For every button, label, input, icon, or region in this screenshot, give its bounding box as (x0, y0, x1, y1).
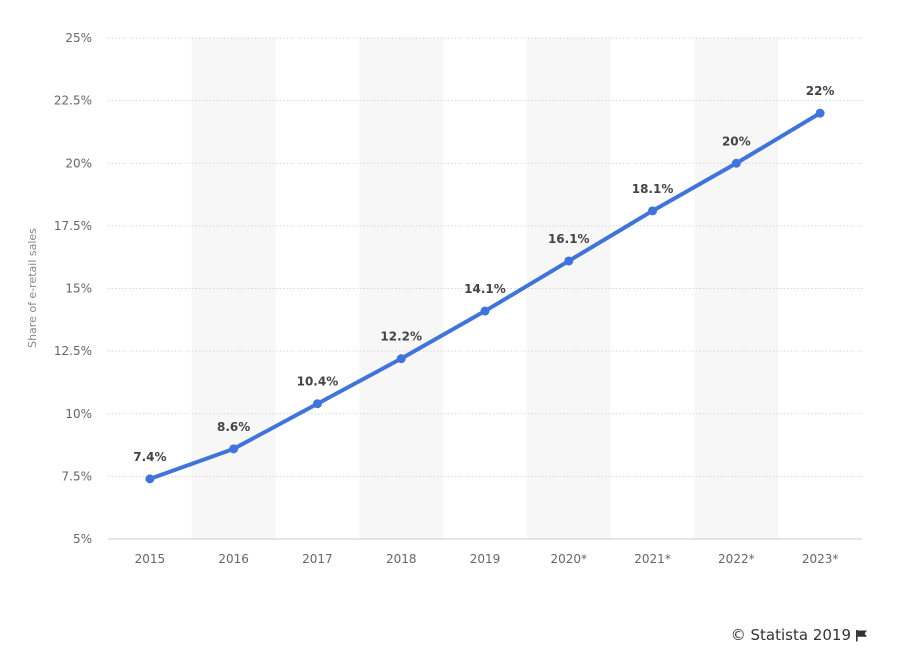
data-label: 10.4% (297, 375, 339, 389)
x-tick-label: 2017 (302, 552, 333, 566)
data-labels: 7.4% 8.6% 10.4% 12.2% 14.1% 16.1% 18.1% 20% 22% (133, 84, 834, 464)
data-point[interactable] (312, 399, 322, 409)
column-band (694, 38, 779, 539)
data-label: 18.1% (632, 182, 674, 196)
y-tick-label: 17.5% (54, 219, 92, 233)
x-tick-label: 2016 (218, 552, 249, 566)
data-label: 14.1% (464, 282, 506, 296)
y-tick-label: 12.5% (54, 344, 92, 358)
data-point[interactable] (648, 206, 658, 216)
x-axis-ticks: 2015 2016 2017 2018 2019 2020* 2021* 2022* 2023* (135, 552, 839, 566)
data-label: 7.4% (133, 450, 166, 464)
column-band (526, 38, 611, 539)
flag-icon (856, 629, 867, 641)
x-tick-label: 2018 (386, 552, 417, 566)
data-label: 8.6% (217, 420, 250, 434)
data-point[interactable] (480, 306, 490, 316)
y-tick-label: 25% (65, 31, 92, 45)
x-tick-label: 2022* (718, 552, 755, 566)
grid-lines (108, 37, 862, 540)
column-band (359, 38, 444, 539)
data-point[interactable] (815, 108, 825, 118)
line-chart: 5%7.5%10%12.5%15%17.5%20%22.5%25% 2015 20… (26, 31, 862, 566)
x-tick-label: 2019 (470, 552, 501, 566)
x-tick-label: 2015 (135, 552, 166, 566)
column-bands (191, 38, 779, 539)
y-axis-ticks: 5% 7.5% 10% 12.5% 15% 17.5% 20% 22.5% 25% (54, 31, 92, 546)
x-tick-label: 2020* (551, 552, 588, 566)
column-band (191, 38, 276, 539)
y-tick-label: 7.5% (62, 469, 93, 483)
data-label: 16.1% (548, 232, 590, 246)
data-point[interactable] (564, 256, 574, 266)
data-label: 20% (722, 134, 751, 148)
y-tick-label: 20% (65, 156, 92, 170)
data-point[interactable] (229, 444, 239, 454)
y-tick-label: 10% (65, 407, 92, 421)
credit-text: © Statista 2019 (730, 626, 851, 644)
data-points (145, 108, 825, 484)
data-point[interactable] (396, 354, 406, 364)
x-tick-label: 2021* (634, 552, 671, 566)
data-point[interactable] (731, 158, 741, 168)
data-label: 22% (806, 84, 835, 98)
y-tick-label: 22.5% (54, 94, 92, 108)
y-tick-label: 15% (65, 282, 92, 296)
y-tick-label: 5% (73, 532, 92, 546)
statista-credit[interactable]: © Statista 2019 (731, 626, 868, 644)
x-tick-label: 2023* (802, 552, 839, 566)
y-axis-label: Share of e-retail sales (26, 228, 39, 348)
data-label: 12.2% (380, 330, 422, 344)
data-point[interactable] (145, 474, 155, 484)
